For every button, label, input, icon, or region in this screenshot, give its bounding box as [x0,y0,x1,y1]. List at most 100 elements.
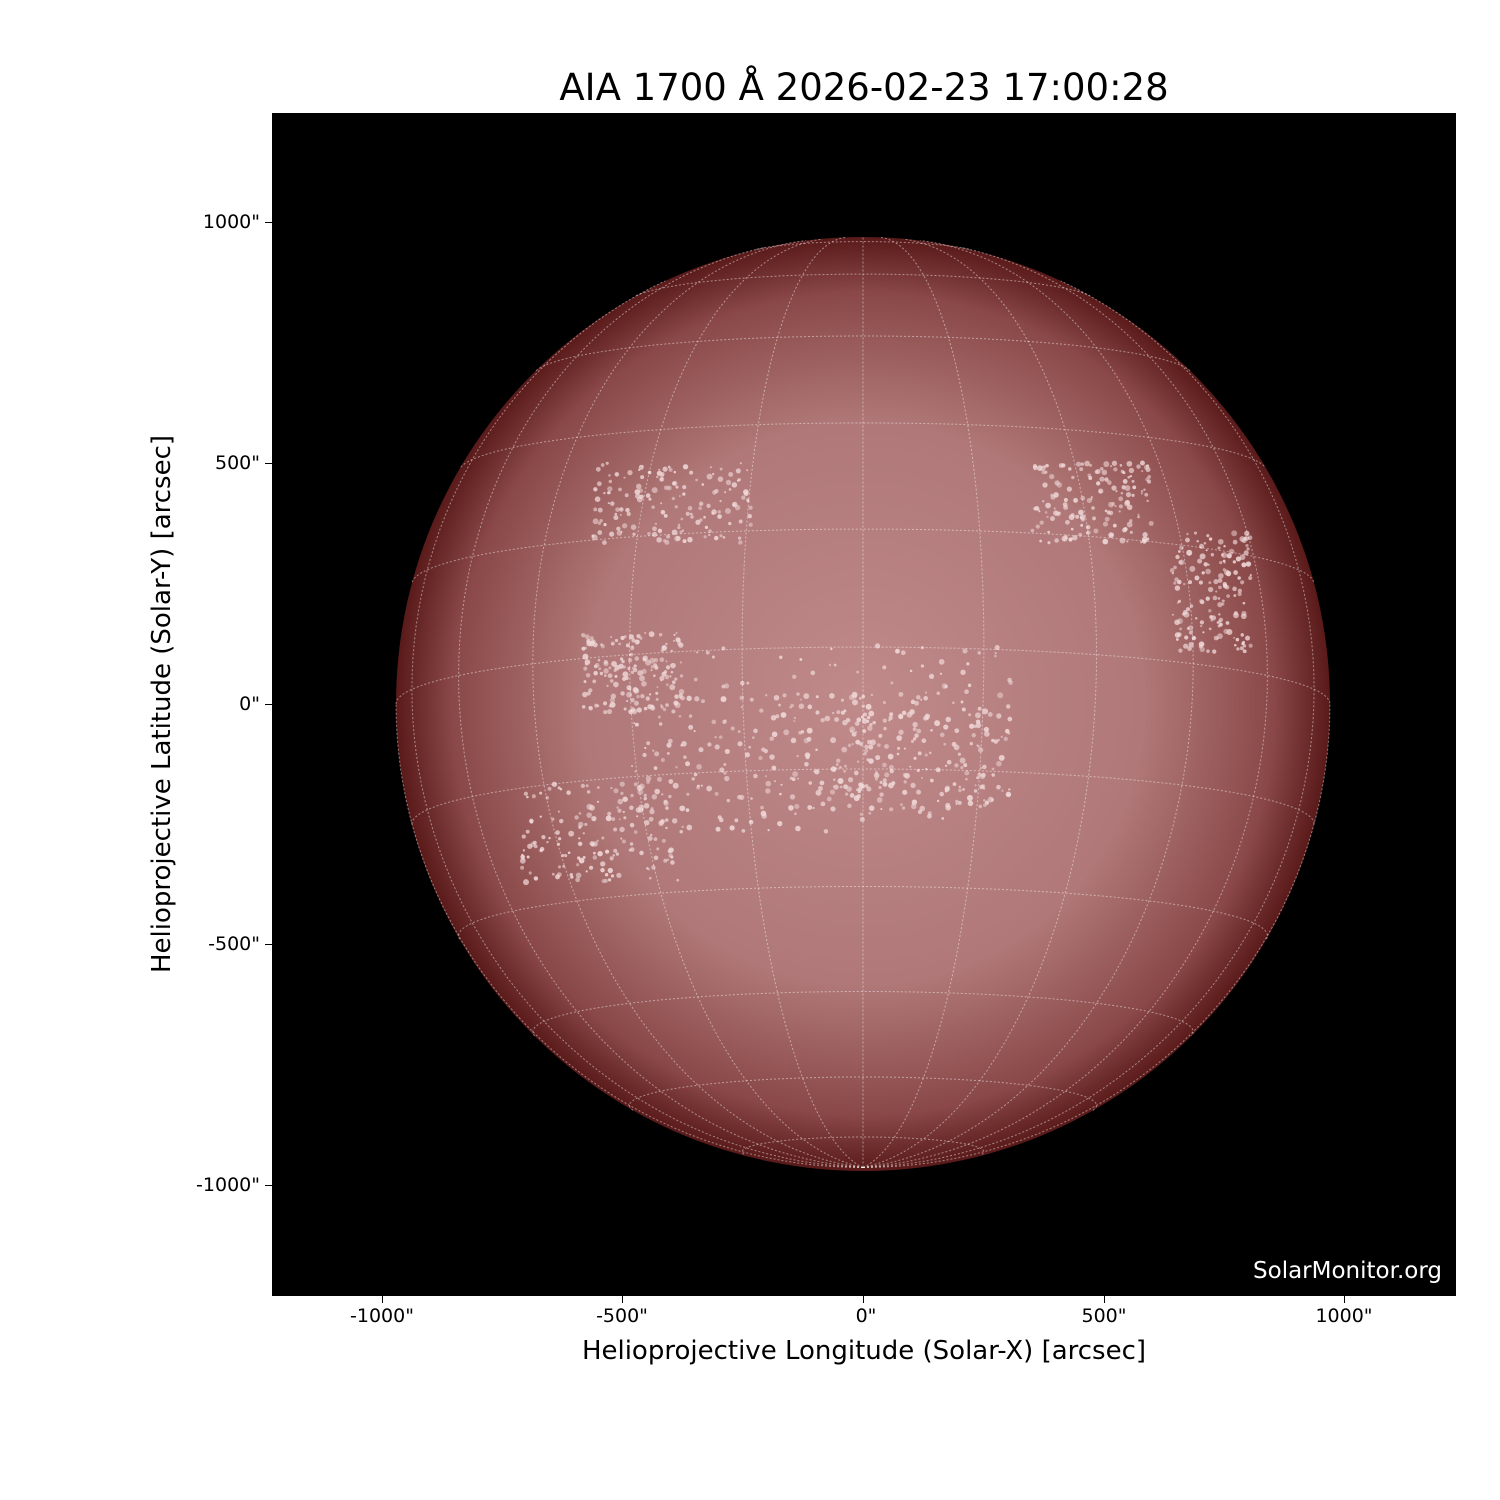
plage-speck [1195,617,1198,620]
y-tick-mark [265,704,272,705]
plage-speck [578,812,582,815]
plage-speck [921,738,927,744]
plage-speck [607,811,612,816]
plage-speck [836,758,841,763]
plage-speck [1001,789,1004,792]
plage-speck [551,872,555,876]
plage-speck [1126,460,1133,467]
plage-speck [1095,481,1101,486]
plage-speck [647,531,651,536]
plage-speck [1183,582,1186,586]
plage-speck [1041,470,1046,475]
plage-speck [541,835,546,840]
plage-speck [1036,508,1040,512]
plage-speck [1137,515,1140,519]
plage-speck [812,806,815,810]
plage-speck [668,794,672,799]
plage-speck [799,698,802,701]
plage-speck [706,503,711,508]
plage-speck [874,777,878,781]
plage-speck [737,478,741,482]
plage-speck [1173,581,1177,585]
plage-speck [741,495,746,500]
plage-speck [869,722,873,727]
plage-speck [652,526,657,532]
plage-speck [991,767,995,771]
plage-speck [526,855,530,859]
plage-speck [1007,716,1013,722]
plage-speck [851,731,857,737]
plage-speck [873,772,880,779]
grid-line [628,1076,1098,1111]
x-axis-label: Helioprojective Longitude (Solar-X) [arc… [581,1336,1147,1366]
plage-speck [1007,677,1012,683]
plage-speck [616,806,619,809]
plage-speck [665,683,669,687]
plage-speck [815,789,822,796]
plage-speck [960,700,964,704]
plage-speck [1089,463,1093,467]
plage-speck [1090,498,1093,501]
plage-speck [1237,576,1241,580]
plage-speck [597,658,601,662]
plage-speck [687,536,693,543]
plage-speck [834,717,840,723]
plage-speck [608,479,613,484]
plage-speck [600,867,605,873]
plage-speck [976,744,979,747]
plage-speck [1148,520,1154,526]
plage-speck [973,789,978,793]
plage-speck [916,695,921,700]
plage-speck [1139,460,1145,466]
plage-speck [920,776,923,779]
plage-speck [1140,490,1144,493]
plage-speck [782,693,787,698]
plage-speck [679,829,683,834]
plage-speck [533,844,538,849]
plage-speck [673,639,676,642]
plage-speck [698,501,704,507]
plage-speck [803,693,810,699]
plage-speck [884,772,890,778]
plage-speck [1208,537,1213,541]
grid-line [395,646,1331,705]
plage-speck [1094,469,1099,474]
plage-speck [810,670,816,676]
plage-speck [636,496,643,503]
plage-speck [830,806,836,812]
plage-speck [1198,580,1203,585]
plage-speck [654,788,660,795]
plage-speck [622,676,627,682]
plage-regions [519,460,1253,886]
plage-speck [928,673,935,680]
plage-speck [696,651,699,654]
plage-speck [665,642,668,646]
plage-speck [690,512,693,516]
plage-speck [1115,490,1118,493]
plage-speck [656,686,659,689]
plage-speck [602,540,607,545]
plage-speck [633,700,639,706]
plage-speck [1212,649,1217,654]
plage-speck [800,730,805,734]
plage-speck [722,719,727,725]
plage-speck [673,700,679,706]
plage-speck [1219,560,1223,565]
plage-speck [633,664,637,668]
plage-speck [952,701,955,705]
plage-speck [750,797,753,800]
plage-speck [952,782,957,787]
plage-speck [833,778,836,781]
plage-speck [1209,615,1213,619]
plage-speck [634,770,637,773]
x-tick-mark [622,1296,623,1303]
plage-speck [568,830,575,837]
plage-speck [712,490,717,495]
plage-speck [1090,496,1093,499]
plage-speck [906,711,913,718]
plage-speck [613,827,618,832]
plage-speck [1126,540,1129,543]
plage-speck [578,857,585,864]
plage-speck [872,720,876,725]
plage-speck [1042,482,1048,488]
